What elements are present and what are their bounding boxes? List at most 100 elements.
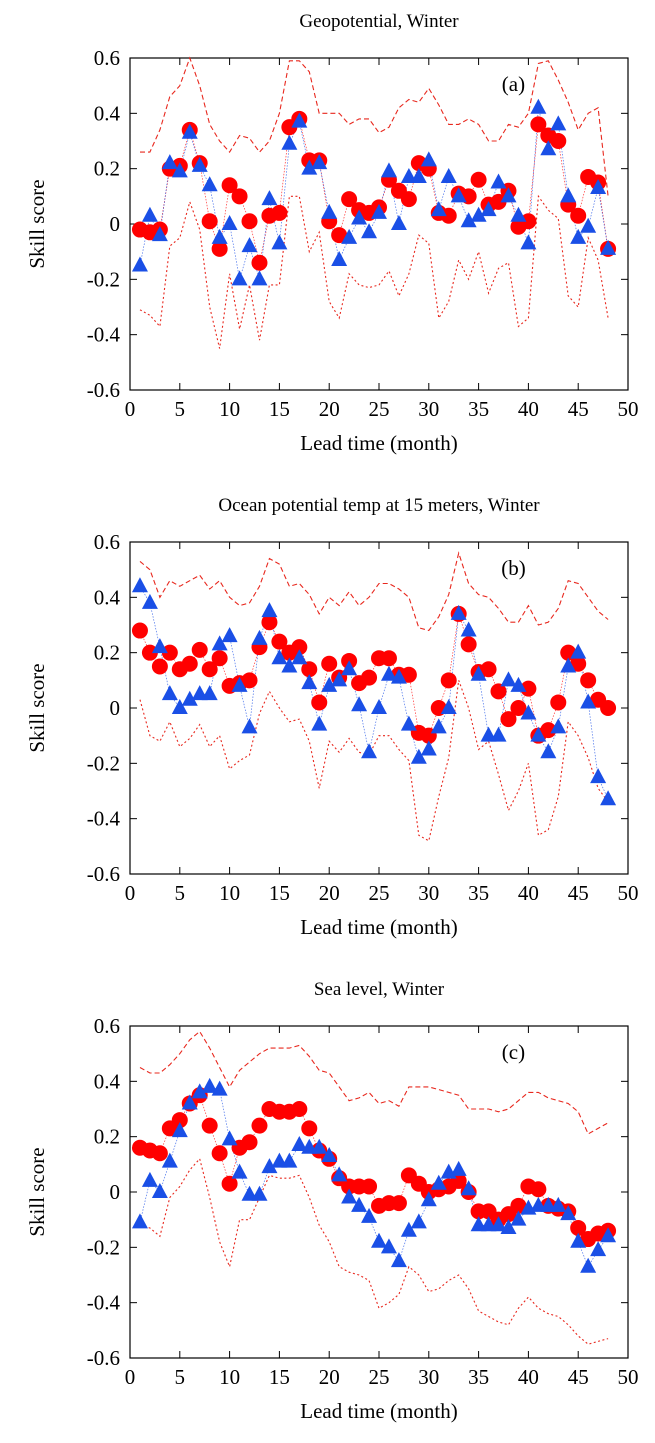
blue-triangle-point bbox=[131, 577, 148, 593]
y-tick-label: -0.4 bbox=[87, 807, 121, 831]
y-tick-label: 0.4 bbox=[94, 1069, 121, 1093]
triangle-series-connector bbox=[139, 1086, 609, 1268]
blue-triangle-point bbox=[450, 187, 467, 203]
blue-triangle-point bbox=[530, 98, 547, 114]
x-tick-label: 20 bbox=[319, 881, 340, 905]
blue-triangle-point bbox=[301, 674, 318, 690]
red-circle-point bbox=[131, 622, 148, 639]
red-circle-point bbox=[311, 694, 328, 711]
x-tick-label: 50 bbox=[618, 881, 639, 905]
blue-triangle-point bbox=[311, 715, 328, 731]
blue-triangle-point bbox=[430, 201, 447, 217]
x-tick-label: 25 bbox=[369, 1365, 390, 1389]
blue-triangle-point bbox=[351, 209, 368, 225]
blue-triangle-point bbox=[520, 704, 537, 720]
blue-triangle-point bbox=[291, 1135, 308, 1151]
blue-triangle-point bbox=[231, 270, 248, 286]
red-circle-point bbox=[390, 1195, 407, 1212]
blue-triangle-point bbox=[460, 621, 477, 637]
x-tick-label: 15 bbox=[269, 397, 290, 421]
triangle-series-connector bbox=[139, 107, 609, 280]
y-tick-label: -0.4 bbox=[87, 1291, 121, 1315]
blue-triangle-point bbox=[490, 173, 507, 189]
x-tick-label: 35 bbox=[468, 1365, 489, 1389]
red-circle-point bbox=[151, 1145, 168, 1162]
blue-triangle-point bbox=[321, 203, 338, 219]
blue-triangle-point bbox=[341, 1188, 358, 1204]
blue-triangle-point bbox=[361, 1207, 378, 1223]
blue-triangle-point bbox=[470, 206, 487, 222]
red-circle-point bbox=[201, 1117, 218, 1134]
blue-triangle-point bbox=[261, 190, 278, 206]
red-circle-point bbox=[361, 669, 378, 686]
blue-triangle-point bbox=[141, 1171, 158, 1187]
blue-triangle-point bbox=[600, 790, 617, 806]
x-axis-label: Lead time (month) bbox=[300, 1399, 457, 1423]
blue-triangle-point bbox=[560, 1205, 577, 1221]
blue-triangle-point bbox=[570, 643, 587, 659]
blue-triangle-point bbox=[211, 228, 228, 244]
red-circle-point bbox=[271, 633, 288, 650]
blue-triangle-point bbox=[560, 657, 577, 673]
red-circle-point bbox=[251, 1117, 268, 1134]
blue-triangle-point bbox=[550, 1196, 567, 1212]
blue-triangle-point bbox=[580, 693, 597, 709]
red-circle-point bbox=[460, 636, 477, 653]
blue-triangle-point bbox=[490, 726, 507, 742]
blue-triangle-point bbox=[371, 1232, 387, 1248]
y-tick-label: -0.2 bbox=[87, 751, 120, 775]
y-tick-label: 0 bbox=[110, 696, 121, 720]
red-circle-point bbox=[400, 191, 417, 208]
blue-triangle-point bbox=[361, 223, 378, 239]
blue-triangle-point bbox=[211, 635, 228, 651]
blue-triangle-point bbox=[251, 1185, 268, 1201]
red-circle-point bbox=[241, 672, 258, 689]
panel-title: Geopotential, Winter bbox=[299, 11, 459, 32]
x-tick-label: 15 bbox=[269, 1365, 290, 1389]
blue-triangle-point bbox=[131, 1213, 148, 1229]
blue-triangle-point bbox=[550, 115, 567, 131]
blue-triangle-point bbox=[261, 602, 278, 618]
blue-triangle-point bbox=[231, 676, 248, 692]
blue-triangle-point bbox=[390, 668, 407, 684]
blue-triangle-point bbox=[460, 1180, 477, 1196]
blue-triangle-point bbox=[590, 179, 607, 195]
blue-triangle-point bbox=[251, 270, 268, 286]
blue-triangle-point bbox=[430, 718, 447, 734]
blue-triangle-point bbox=[450, 1160, 467, 1176]
blue-triangle-point bbox=[450, 604, 467, 620]
panel-letter: (a) bbox=[502, 72, 525, 96]
y-tick-label: 0.6 bbox=[94, 1014, 120, 1038]
panel-3: Sea level, Winter 0 5 10 15 20 25 30 35 40 45 50 -0.… bbox=[25, 979, 639, 1423]
x-tick-label: 0 bbox=[125, 1365, 136, 1389]
blue-triangle-point bbox=[151, 1183, 168, 1198]
red-circle-point bbox=[141, 644, 158, 661]
blue-triangle-point bbox=[590, 768, 607, 784]
blue-triangle-point bbox=[171, 162, 188, 178]
panel-title: Sea level, Winter bbox=[314, 979, 445, 1000]
y-tick-label: 0.2 bbox=[94, 1125, 120, 1149]
blue-triangle-point bbox=[161, 154, 178, 170]
x-tick-label: 5 bbox=[175, 881, 186, 905]
x-tick-label: 35 bbox=[468, 881, 489, 905]
red-circle-point bbox=[241, 1134, 258, 1151]
blue-triangle-point bbox=[600, 1227, 617, 1243]
blue-triangle-point bbox=[490, 1216, 507, 1232]
blue-triangle-point bbox=[341, 660, 358, 676]
red-circle-point bbox=[570, 1219, 587, 1236]
red-circle-point bbox=[400, 666, 417, 683]
blue-triangle-point bbox=[430, 1174, 447, 1190]
y-tick-label: -0.6 bbox=[87, 1346, 120, 1370]
y-tick-label: 0.4 bbox=[94, 585, 121, 609]
red-circle-point bbox=[480, 661, 497, 678]
blue-triangle-point bbox=[500, 187, 517, 203]
red-circle-point bbox=[520, 680, 537, 697]
blue-triangle-point bbox=[500, 671, 517, 687]
blue-triangle-point bbox=[570, 1232, 587, 1248]
blue-triangle-point bbox=[301, 159, 318, 175]
blue-triangle-point bbox=[590, 1241, 607, 1257]
red-circle-point bbox=[380, 650, 397, 667]
blue-triangle-point bbox=[380, 665, 397, 681]
blue-triangle-point bbox=[281, 1152, 298, 1168]
